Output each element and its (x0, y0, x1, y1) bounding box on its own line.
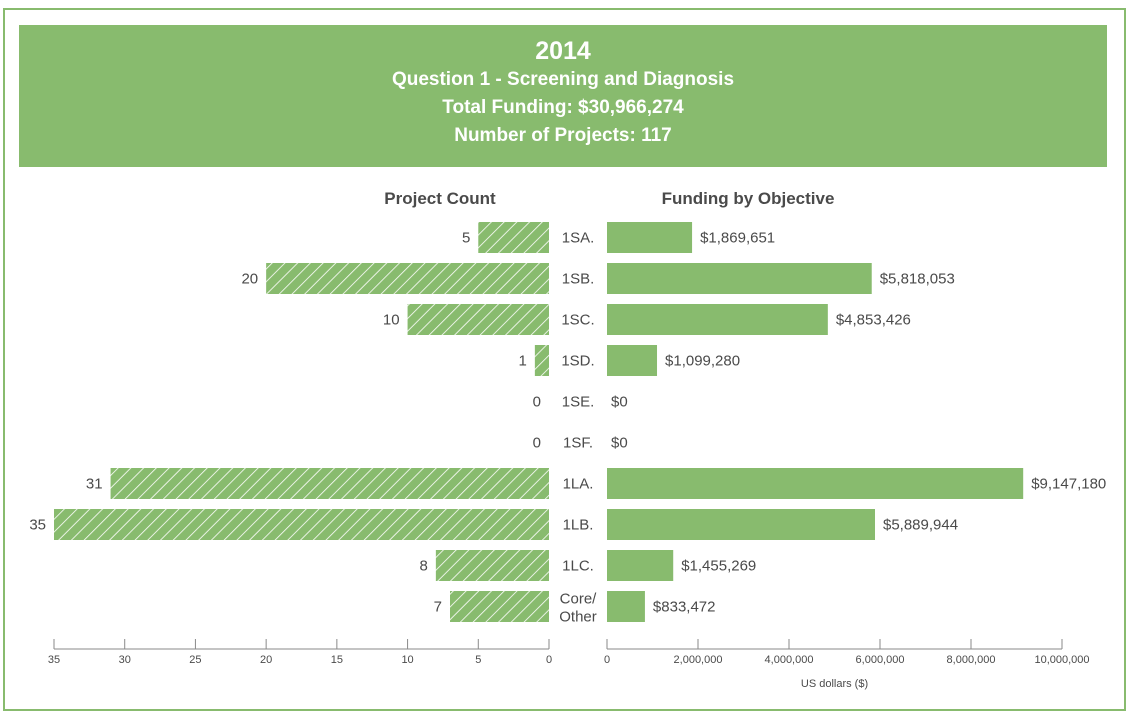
category-label: Core/Other (559, 591, 597, 626)
project-count-label: 35 (29, 517, 46, 534)
funding-label: $5,889,944 (883, 517, 958, 534)
project-count-label: 10 (383, 312, 400, 329)
funding-bar (607, 591, 645, 622)
funding-label: $1,099,280 (665, 353, 740, 370)
funding-bar (607, 263, 872, 294)
funding-bar (607, 550, 674, 581)
project-count-tick-label: 5 (475, 654, 481, 666)
project-count-tick-label: 0 (546, 654, 552, 666)
funding-label: $0 (611, 394, 628, 411)
project-count-tick-label: 30 (119, 654, 131, 666)
category-label: 1SC. (561, 312, 594, 329)
category-label: 1LB. (563, 517, 594, 534)
funding-by-objective-title: Funding by Objective (662, 189, 835, 208)
chart-frame (3, 8, 1126, 711)
project-count-bar (478, 222, 549, 253)
funding-bar (607, 304, 828, 335)
project-count-tick-label: 20 (260, 654, 272, 666)
funding-tick-label: 0 (604, 654, 610, 666)
category-label: 1SD. (561, 353, 594, 370)
chart-header: 2014 Question 1 - Screening and Diagnosi… (19, 25, 1107, 167)
project-count-title: Project Count (384, 189, 496, 208)
funding-tick-label: 6,000,000 (856, 654, 905, 666)
project-count-bar (435, 550, 549, 581)
funding-bar (607, 345, 658, 376)
project-count-label: 1 (519, 353, 527, 370)
funding-bar (607, 222, 693, 253)
category-label: 1SB. (562, 271, 595, 288)
header-year: 2014 (535, 37, 591, 65)
header-number-of-projects: Number of Projects: 117 (454, 125, 672, 146)
funding-tick-label: 2,000,000 (674, 654, 723, 666)
project-count-bar (266, 263, 549, 294)
funding-bar (607, 468, 1024, 499)
funding-label: $833,472 (653, 599, 716, 616)
project-count-bar (450, 591, 549, 622)
project-count-tick-label: 10 (401, 654, 413, 666)
project-count-bar (407, 304, 549, 335)
project-count-label: 0 (533, 435, 541, 452)
header-question: Question 1 - Screening and Diagnosis (391, 69, 735, 90)
project-count-bar (54, 509, 549, 540)
funding-label: $1,869,651 (700, 230, 775, 247)
category-label: 1SE. (562, 394, 595, 411)
project-count-label: 7 (434, 599, 442, 616)
project-count-tick-label: 25 (189, 654, 201, 666)
funding-tick-label: 10,000,000 (1034, 654, 1089, 666)
category-label: 1LA. (563, 476, 594, 493)
category-label: 1SA. (562, 230, 595, 247)
funding-tick-label: 8,000,000 (947, 654, 996, 666)
funding-label: $5,818,053 (880, 271, 955, 288)
project-count-bar (534, 345, 549, 376)
project-count-label: 8 (420, 558, 428, 575)
project-count-label: 20 (241, 271, 258, 288)
funding-tick-label: 4,000,000 (765, 654, 814, 666)
funding-label: $4,853,426 (836, 312, 911, 329)
header-total-funding: Total Funding: $30,966,274 (442, 97, 684, 118)
project-count-bar (110, 468, 550, 499)
funding-label: $9,147,180 (1031, 476, 1106, 493)
funding-bar (607, 509, 875, 540)
category-label: 1LC. (562, 558, 594, 575)
project-count-label: 31 (86, 476, 103, 493)
project-count-label: 0 (533, 394, 541, 411)
funding-label: $1,455,269 (681, 558, 756, 575)
project-count-label: 5 (462, 230, 470, 247)
funding-label: $0 (611, 435, 628, 452)
project-count-tick-label: 15 (331, 654, 343, 666)
project-count-tick-label: 35 (48, 654, 60, 666)
category-label: 1SF. (563, 435, 593, 452)
funding-axis-label: US dollars ($) (801, 678, 868, 690)
